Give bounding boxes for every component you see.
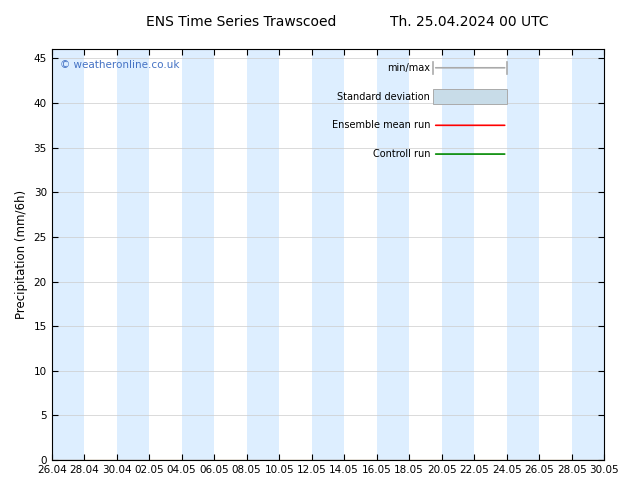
Text: Th. 25.04.2024 00 UTC: Th. 25.04.2024 00 UTC (390, 15, 548, 29)
Bar (377, 49, 409, 460)
Bar (572, 49, 604, 460)
Text: ENS Time Series Trawscoed: ENS Time Series Trawscoed (146, 15, 336, 29)
Text: © weatheronline.co.uk: © weatheronline.co.uk (60, 60, 179, 70)
Bar (442, 49, 474, 460)
FancyBboxPatch shape (433, 89, 507, 104)
Text: Ensemble mean run: Ensemble mean run (332, 121, 430, 130)
Text: min/max: min/max (387, 63, 430, 73)
Bar (312, 49, 344, 460)
Y-axis label: Precipitation (mm/6h): Precipitation (mm/6h) (15, 190, 28, 319)
Text: Controll run: Controll run (373, 149, 430, 159)
Text: Standard deviation: Standard deviation (337, 92, 430, 101)
Bar (507, 49, 539, 460)
Bar (182, 49, 214, 460)
Bar (117, 49, 149, 460)
Bar (51, 49, 84, 460)
Bar (247, 49, 279, 460)
